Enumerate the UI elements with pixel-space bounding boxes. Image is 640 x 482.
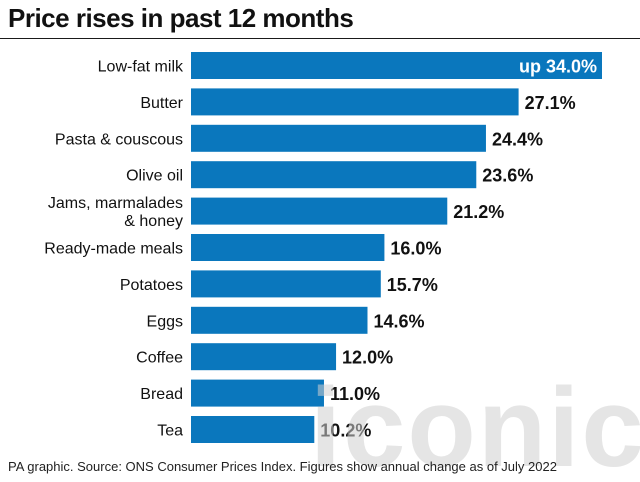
svg-text:iconic: iconic <box>310 370 640 482</box>
watermark-logo: iconic <box>310 370 640 482</box>
category-label: Potatoes <box>120 277 183 294</box>
value-label: 14.6% <box>373 311 424 331</box>
bar <box>191 343 337 371</box>
value-label: 16.0% <box>390 239 441 259</box>
bar <box>191 416 315 443</box>
bar <box>191 88 519 116</box>
bar <box>191 52 602 79</box>
chart-title: Price rises in past 12 months <box>8 3 354 33</box>
value-label: 23.6% <box>482 166 533 186</box>
value-label: 21.2% <box>453 202 504 222</box>
bar <box>191 161 477 189</box>
value-label: 27.1% <box>525 93 576 113</box>
category-label: Ready-made meals <box>44 241 183 258</box>
bar-chart: Low-fat milk up 34.0% Butter 27.1% Pasta & c… <box>44 52 602 443</box>
category-label: Coffee <box>136 350 183 367</box>
value-label: 11.0% <box>330 384 380 404</box>
bar <box>191 124 486 152</box>
value-label: 10.2% <box>320 421 371 441</box>
bar <box>191 379 324 407</box>
title-divider <box>0 38 640 39</box>
value-label: 12.0% <box>342 348 393 368</box>
category-label: Butter <box>140 95 183 112</box>
category-label: Pasta & couscous <box>55 131 183 148</box>
bar <box>191 234 385 261</box>
source-footnote: PA graphic. Source: ONS Consumer Prices … <box>8 459 557 474</box>
category-label: Low-fat milk <box>98 59 184 76</box>
category-label: Jams, marmalades & honey <box>48 195 183 230</box>
value-label: 24.4% <box>492 129 543 149</box>
category-label: Bread <box>140 386 183 403</box>
bar <box>191 306 368 334</box>
value-label: 15.7% <box>387 275 438 295</box>
bar <box>191 270 381 298</box>
category-label: Tea <box>157 423 183 440</box>
bar <box>191 197 448 225</box>
category-label: Eggs <box>147 313 183 330</box>
value-label: up 34.0% <box>519 57 597 77</box>
category-label: Olive oil <box>126 168 183 185</box>
